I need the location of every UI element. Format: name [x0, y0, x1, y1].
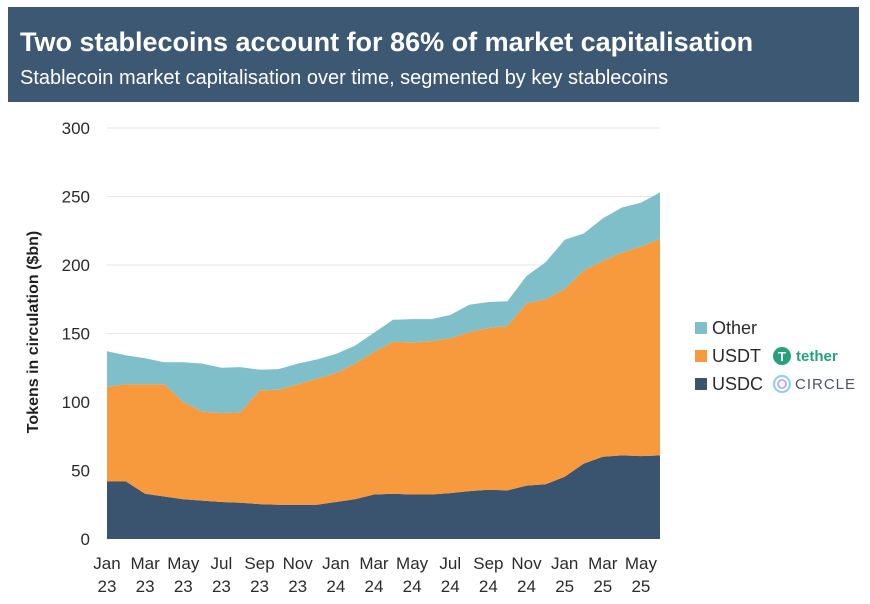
- x-tick-month: Jan: [551, 554, 578, 573]
- legend-swatch-usdt: [695, 350, 707, 362]
- x-tick-month: Mar: [130, 554, 160, 573]
- x-tick-month: Nov: [283, 554, 314, 573]
- x-tick-month: Jul: [211, 554, 233, 573]
- x-tick-year: 24: [517, 577, 536, 596]
- area-usdt: [107, 239, 660, 505]
- y-tick-label: 200: [62, 256, 90, 275]
- x-tick-year: 23: [250, 577, 269, 596]
- y-axis-ticks: 0 50 100 150 200 250 300: [62, 119, 90, 549]
- area-usdc: [107, 455, 660, 539]
- y-tick-label: 300: [62, 119, 90, 138]
- tether-brand-text: tether: [796, 348, 838, 365]
- circle-logo-inner: [777, 379, 787, 389]
- chart-subtitle: Stablecoin market capitalisation over ti…: [20, 67, 669, 89]
- y-tick-label: 100: [62, 393, 90, 412]
- legend-swatch-usdc: [695, 378, 707, 390]
- x-axis-ticks: Jan 23 Mar 23 May 23 Jul 23 Sep 23 Nov 23 Jan 24 Mar 24…: [93, 554, 657, 596]
- legend-label-usdt: USDT: [712, 346, 761, 366]
- y-tick-label: 0: [81, 530, 90, 549]
- x-tick-year: 24: [479, 577, 498, 596]
- x-tick-month: Jan: [322, 554, 349, 573]
- x-tick-year: 25: [555, 577, 574, 596]
- x-tick-month: Mar: [359, 554, 389, 573]
- x-tick-month: Mar: [588, 554, 618, 573]
- x-tick-year: 25: [593, 577, 612, 596]
- circle-logo-icon: [772, 374, 792, 394]
- y-tick-label: 250: [62, 188, 90, 207]
- stacked-areas: [107, 192, 660, 539]
- header-banner: Two stablecoins account for 86% of marke…: [8, 7, 859, 102]
- x-tick-month: Jul: [439, 554, 461, 573]
- x-tick-month: Nov: [511, 554, 542, 573]
- legend-label-usdc: USDC: [712, 374, 763, 394]
- x-tick-year: 23: [288, 577, 307, 596]
- x-tick-month: May: [167, 554, 200, 573]
- tether-logo-glyph: T: [778, 349, 786, 364]
- x-tick-year: 25: [631, 577, 650, 596]
- x-tick-year: 24: [365, 577, 384, 596]
- legend-swatch-other: [695, 322, 707, 334]
- tether-logo-icon: [773, 347, 791, 365]
- legend-label-other: Other: [712, 318, 757, 338]
- x-tick-month: Sep: [473, 554, 503, 573]
- x-tick-year: 23: [98, 577, 117, 596]
- x-tick-month: May: [396, 554, 429, 573]
- circle-brand-text: CIRCLE: [795, 376, 856, 393]
- y-tick-label: 150: [62, 325, 90, 344]
- x-tick-year: 23: [136, 577, 155, 596]
- x-tick-year: 23: [212, 577, 231, 596]
- x-tick-month: Sep: [244, 554, 274, 573]
- x-tick-year: 23: [174, 577, 193, 596]
- x-tick-month: May: [625, 554, 658, 573]
- x-tick-month: Jan: [93, 554, 120, 573]
- x-tick-year: 24: [403, 577, 422, 596]
- x-tick-year: 24: [441, 577, 460, 596]
- chart-title: Two stablecoins account for 86% of marke…: [20, 27, 754, 57]
- x-tick-year: 24: [326, 577, 345, 596]
- y-tick-label: 50: [71, 462, 90, 481]
- y-axis-label: Tokens in circulation ($bn): [25, 231, 42, 433]
